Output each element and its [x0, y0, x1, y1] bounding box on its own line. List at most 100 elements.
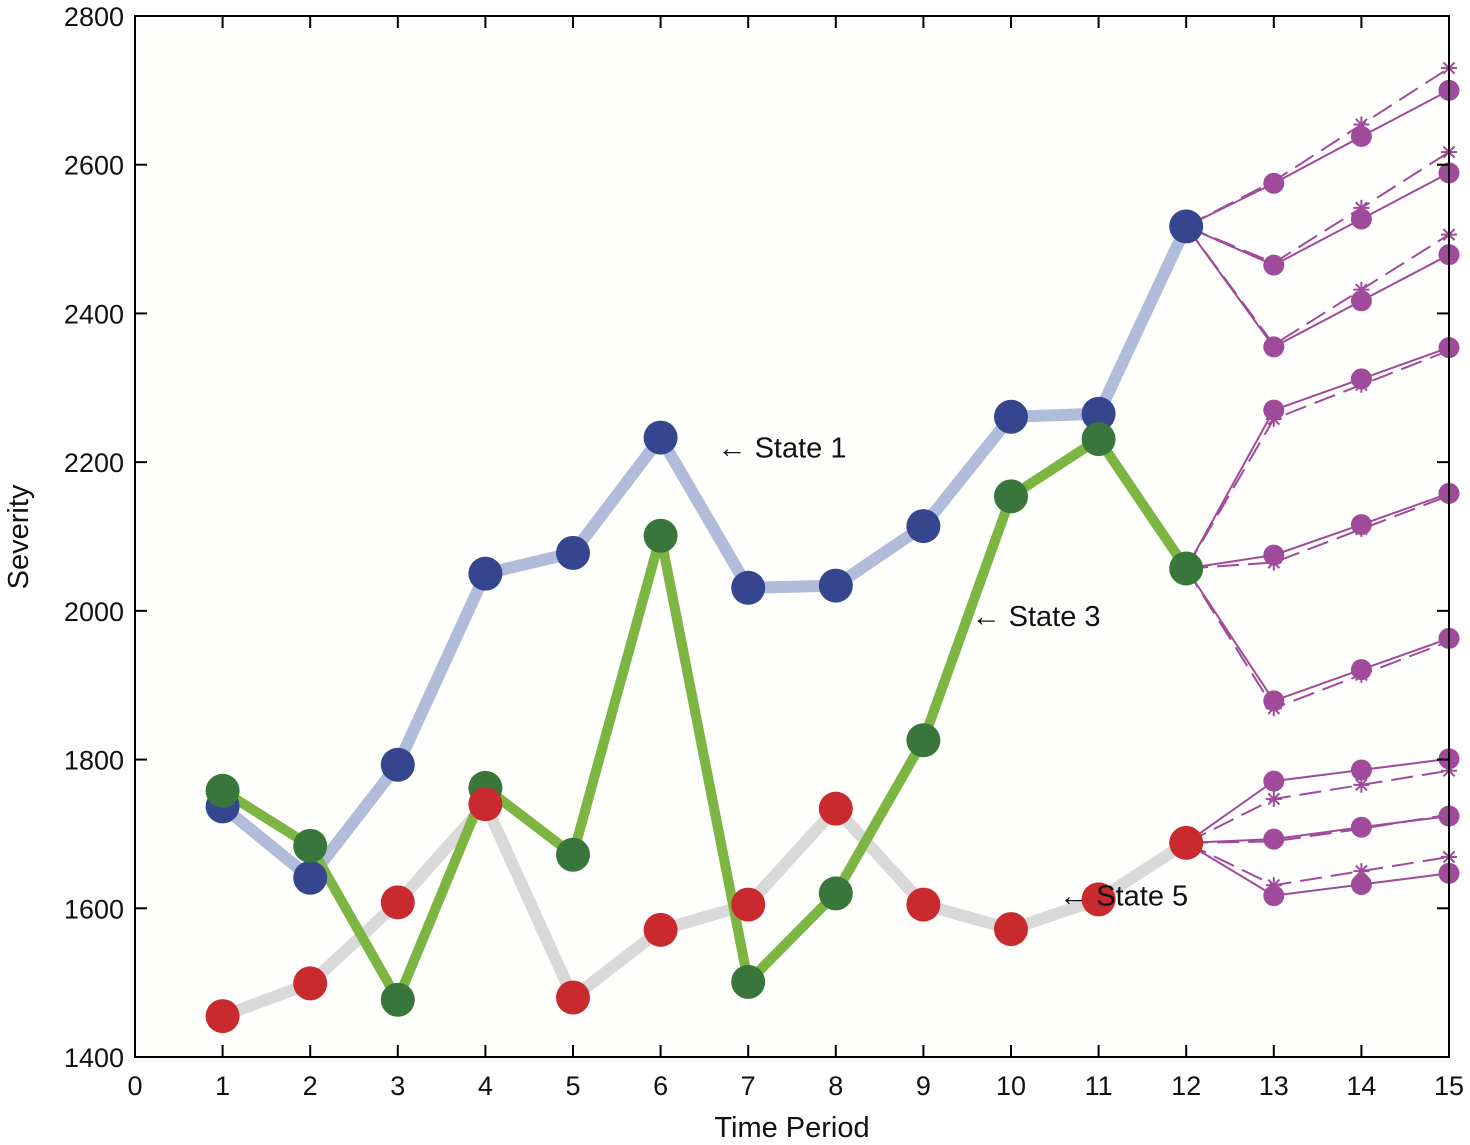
- y-tick-label: 2400: [64, 299, 124, 329]
- forecast-point-marker: [1350, 208, 1372, 230]
- forecast-point-marker: [1263, 885, 1285, 907]
- data-point-state5: [468, 787, 503, 822]
- data-point-state3: [731, 964, 766, 999]
- data-point-state1: [1081, 396, 1116, 431]
- data-point-state5: [731, 887, 766, 922]
- data-point-state3: [556, 837, 590, 872]
- forecast-point-marker: [1350, 290, 1372, 312]
- data-point-state1: [643, 420, 678, 455]
- data-point-state5: [994, 912, 1028, 947]
- forecast-point-marker: [1263, 828, 1285, 850]
- y-tick-label: 1800: [64, 746, 124, 776]
- data-point-state5: [205, 999, 240, 1034]
- y-tick-label: 2600: [64, 151, 124, 181]
- data-point-state1: [731, 570, 766, 605]
- forecast-predicted-line-6: [1185, 757, 1450, 844]
- y-tick-label: 2800: [64, 2, 124, 32]
- annotation-label: ← State 3: [972, 601, 1101, 633]
- x-axis-label: Time Period: [714, 1112, 869, 1144]
- y-tick-label: 1400: [64, 1043, 124, 1073]
- data-point-state1: [556, 535, 590, 570]
- forecast-predicted-line-5: [1185, 567, 1450, 703]
- forecast-predicted-line-4: [1186, 492, 1450, 570]
- forecast-point-marker: [1263, 544, 1285, 566]
- data-point-state1: [468, 556, 503, 591]
- forecast-predicted-line-2: [1185, 225, 1450, 349]
- data-point-state1: [293, 860, 328, 895]
- x-tick-label: 0: [127, 1071, 142, 1101]
- annotation-label: ← State 5: [1059, 881, 1188, 913]
- x-tick-label: 15: [1434, 1071, 1464, 1101]
- data-point-state1: [818, 568, 853, 603]
- forecast-predicted-line-0: [1185, 89, 1450, 228]
- forecast-actual-line-5: [1185, 567, 1450, 710]
- y-tick-label: 1600: [64, 894, 124, 924]
- forecast-point-marker: [1350, 368, 1372, 390]
- data-point-state1: [1169, 209, 1204, 244]
- data-point-state5: [818, 791, 853, 826]
- x-tick-label: 4: [478, 1071, 493, 1101]
- marker-layer: [205, 209, 1204, 1034]
- forecast-point-marker: [1350, 659, 1372, 681]
- star-stroke: [1355, 778, 1368, 792]
- forecast-point-marker: [1350, 873, 1372, 895]
- data-point-state5: [556, 980, 590, 1015]
- forecast-point-marker: [1263, 770, 1285, 792]
- data-point-state3: [906, 723, 941, 758]
- forecast-star-marker: [1265, 790, 1282, 807]
- x-tick-label: 2: [303, 1071, 318, 1101]
- data-point-state3: [818, 876, 853, 911]
- data-point-state5: [1169, 825, 1204, 860]
- data-point-state5: [380, 885, 415, 920]
- y-tick-label: 2000: [64, 597, 124, 627]
- forecast-point-marker: [1350, 816, 1372, 838]
- plot-area: [135, 16, 1449, 1057]
- forecast-predicted-line-7: [1186, 815, 1450, 844]
- tick-layer: 0 1 2 3 4 5 6 7 8 9 10 11 12 13 14 15140016001800200022…: [64, 2, 1464, 1101]
- x-tick-label: 9: [916, 1071, 931, 1101]
- x-tick-label: 11: [1085, 1071, 1113, 1101]
- forecast-point-marker: [1263, 336, 1285, 358]
- annotation-label: ← State 1: [718, 432, 847, 464]
- x-tick-label: 7: [741, 1071, 756, 1101]
- data-point-state1: [380, 747, 415, 782]
- forecast-predicted-line-1: [1185, 172, 1450, 267]
- forecast-point-marker: [1263, 399, 1285, 421]
- x-tick-label: 14: [1346, 1071, 1376, 1101]
- forecast-point-marker: [1263, 254, 1285, 276]
- data-point-state5: [1081, 882, 1116, 917]
- star-stroke: [1267, 792, 1281, 806]
- data-point-state5: [643, 912, 678, 947]
- x-tick-label: 8: [828, 1071, 843, 1101]
- forecast-actual-line-8: [1185, 841, 1450, 887]
- forecast-point-marker: [1263, 690, 1285, 712]
- x-tick-label: 3: [390, 1071, 405, 1101]
- data-point-state3: [994, 479, 1028, 514]
- data-point-state3: [1081, 422, 1116, 457]
- forecast-predicted-line-8: [1185, 842, 1450, 897]
- data-point-state3: [380, 982, 415, 1017]
- data-point-state5: [906, 887, 941, 922]
- annotation-layer: ← State 1 ← State 3 ← State 5: [718, 432, 1189, 912]
- data-point-state3: [293, 828, 328, 863]
- x-tick-label: 10: [996, 1071, 1026, 1101]
- x-tick-label: 6: [653, 1071, 668, 1101]
- forecast-actual-line-4: [1186, 494, 1450, 570]
- y-tick-label: 2200: [64, 448, 124, 478]
- forecast-point-marker: [1350, 125, 1372, 147]
- forecast-star-marker: [1353, 776, 1370, 793]
- data-point-state3: [643, 518, 678, 553]
- forecast-actual-line-3: [1185, 349, 1450, 570]
- data-point-state1: [994, 399, 1028, 434]
- y-axis-label: Severity: [3, 484, 35, 589]
- x-tick-label: 1: [215, 1071, 230, 1101]
- data-point-state3: [1169, 551, 1204, 586]
- forecast-predicted-line-3: [1185, 346, 1450, 569]
- forecast-actual-line-6: [1185, 769, 1450, 844]
- series-line-state3: [217, 434, 1192, 1005]
- x-tick-label: 5: [565, 1071, 580, 1101]
- plot-frame: [134, 15, 1450, 1058]
- forecast-point-marker: [1350, 514, 1372, 536]
- forecast-point-marker: [1350, 759, 1372, 781]
